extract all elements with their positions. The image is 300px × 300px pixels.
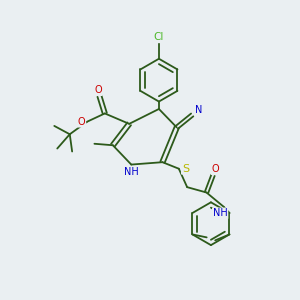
- Text: O: O: [212, 164, 219, 174]
- Text: Cl: Cl: [154, 32, 164, 42]
- Text: N: N: [195, 106, 202, 116]
- Text: NH: NH: [213, 208, 227, 218]
- Text: O: O: [78, 117, 86, 127]
- Text: NH: NH: [124, 167, 139, 177]
- Text: S: S: [182, 164, 189, 174]
- Text: O: O: [94, 85, 102, 95]
